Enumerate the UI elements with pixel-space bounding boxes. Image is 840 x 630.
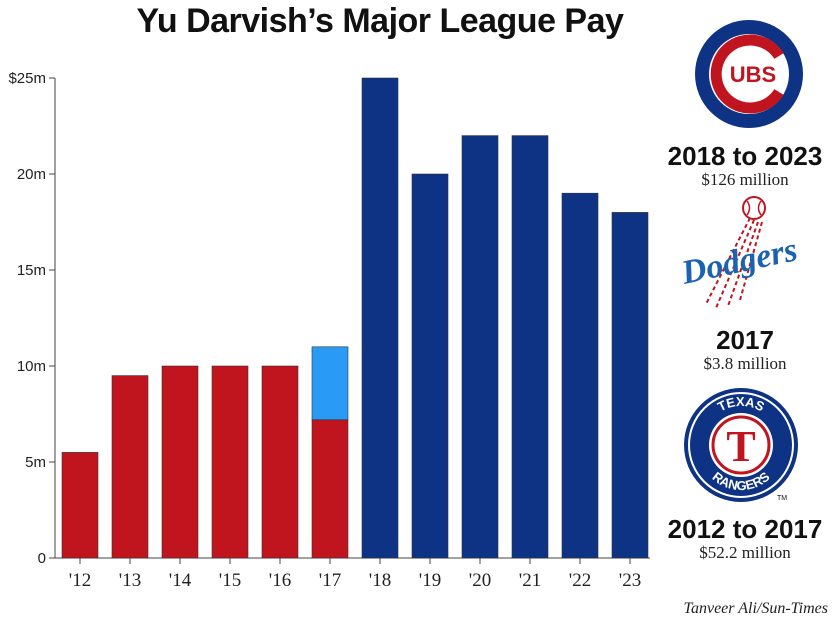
y-tick-label: $25m xyxy=(8,70,46,87)
bar xyxy=(361,77,399,559)
cubs-info: 2018 to 2023 $126 million xyxy=(650,142,840,190)
y-tick-label: 20m xyxy=(17,166,46,183)
y-tick-label: 15m xyxy=(17,262,46,279)
x-tick-label: '16 xyxy=(269,570,291,591)
bar-chart: 0 5m 10m 15m 20m $25m '12 '13 '14 '15 '16 '17 '18 '19… xyxy=(8,70,650,591)
credit: Tanveer Ali/Sun-Times xyxy=(683,600,828,617)
dodgers-years: 2017 xyxy=(716,325,774,355)
chart-title: Yu Darvish’s Major League Pay xyxy=(136,2,624,40)
bar xyxy=(211,365,249,559)
x-tick-label: '22 xyxy=(569,570,591,591)
cubs-logo: UBS xyxy=(695,20,803,128)
bar xyxy=(311,346,349,421)
y-tick-label: 10m xyxy=(17,358,46,375)
rangers-logo: TEXAS RANGERS T TM xyxy=(684,388,798,502)
x-tick-label: '17 xyxy=(319,570,341,591)
bar xyxy=(111,375,149,559)
bar xyxy=(311,419,349,559)
bar xyxy=(161,365,199,559)
x-tick-label: '13 xyxy=(119,570,141,591)
x-tick-label: '14 xyxy=(169,570,192,591)
dodgers-amount: $3.8 million xyxy=(703,354,787,373)
bar xyxy=(461,135,499,559)
rangers-years: 2012 to 2017 xyxy=(667,514,823,544)
x-tick-label: '12 xyxy=(69,570,91,591)
y-tick-label: 0 xyxy=(38,550,46,567)
x-tick-label: '18 xyxy=(369,570,391,591)
x-tick-label: '19 xyxy=(419,570,441,591)
bar xyxy=(261,365,299,559)
x-tick-label: '15 xyxy=(219,570,241,591)
rangers-amount: $52.2 million xyxy=(699,543,791,562)
cubs-years: 2018 to 2023 xyxy=(667,141,823,171)
rangers-logo-top-text: TEXAS xyxy=(715,394,767,415)
rangers-logo-tm: TM xyxy=(777,495,787,502)
bar xyxy=(511,135,549,559)
x-tick-label: '21 xyxy=(519,570,541,591)
x-tick-label: '23 xyxy=(619,570,641,591)
dodgers-logo: Dodgers xyxy=(677,196,801,309)
cubs-logo-text: UBS xyxy=(730,62,776,87)
bar xyxy=(61,452,99,559)
rangers-logo-letter: T xyxy=(726,422,755,471)
bar xyxy=(611,212,649,559)
rangers-info: 2012 to 2017 $52.2 million xyxy=(650,515,840,563)
cubs-amount: $126 million xyxy=(701,170,789,189)
x-tick-label: '20 xyxy=(469,570,491,591)
bar xyxy=(411,173,449,559)
bar xyxy=(561,192,599,559)
y-tick-label: 5m xyxy=(25,454,46,471)
dodgers-info: 2017 $3.8 million xyxy=(650,326,840,374)
